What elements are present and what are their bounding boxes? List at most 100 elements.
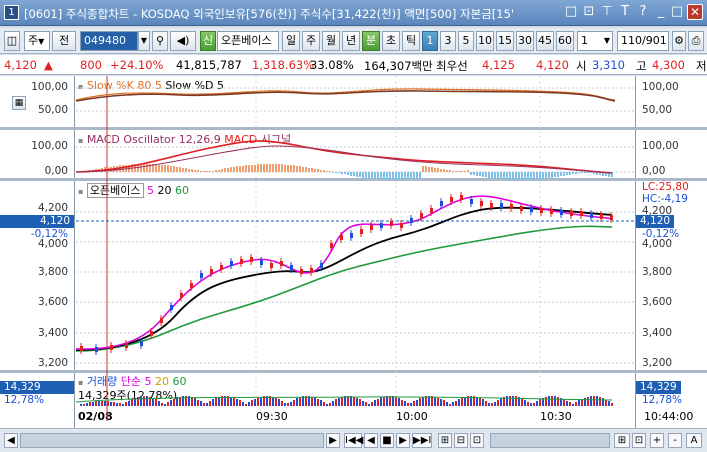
volume-bar [545, 397, 547, 406]
pin-icon[interactable]: ⊤ [601, 4, 613, 19]
price-ytick-right-4200: 4,200 [642, 205, 673, 217]
print-icon[interactable]: ⎙ [688, 31, 704, 51]
macd-osc-bar [452, 171, 454, 172]
grid-icon[interactable]: ⊡ [632, 433, 646, 448]
code-dropdown-icon[interactable]: ▼ [138, 31, 150, 51]
volume-bar [161, 403, 163, 406]
volume-bar [437, 398, 439, 406]
interval-3-button[interactable]: 3 [440, 31, 456, 51]
settings-icon[interactable]: ⚙ [672, 31, 686, 51]
candle-body [450, 197, 453, 202]
volume-bar [407, 403, 409, 406]
pane-divider[interactable] [0, 178, 707, 181]
sound-icon[interactable]: ◀) [170, 31, 196, 51]
macd-osc-bar [377, 172, 379, 179]
volume-bar [467, 396, 469, 406]
trading-amount: 164,307백만 [364, 59, 433, 73]
window-restore-icon[interactable]: ⊡ [583, 4, 595, 19]
minimize-icon[interactable]: _ [657, 4, 665, 19]
period-tick-button[interactable]: 틱 [402, 31, 420, 51]
volume-bar [611, 403, 613, 406]
candle-body [95, 347, 98, 352]
minus-icon[interactable]: - [668, 433, 682, 448]
volume-bar [200, 401, 202, 406]
change-percent: +24.10% [110, 58, 164, 72]
nav-last-icon[interactable]: ▶▶I [412, 433, 432, 448]
zoom-out-icon[interactable]: ⊟ [454, 433, 468, 448]
pane-divider[interactable] [0, 370, 707, 373]
macd-osc-bar [536, 172, 538, 179]
pane-divider[interactable] [0, 127, 707, 130]
signal-line [75, 145, 613, 174]
macd-osc-bar [227, 168, 229, 172]
volume-bar [134, 398, 136, 406]
period-type-select[interactable]: 주▼ [24, 31, 50, 51]
stop-icon[interactable]: ■ [380, 433, 394, 448]
price-ytick-right-3600: 3,600 [642, 296, 673, 308]
font-size-icon[interactable]: T [621, 4, 629, 19]
period-year-button[interactable]: 년 [342, 31, 360, 51]
period-day-button[interactable]: 일 [282, 31, 300, 51]
candle-body [390, 221, 393, 226]
interval-30-button[interactable]: 30 [516, 31, 534, 51]
interval-15-button[interactable]: 15 [496, 31, 514, 51]
chart-area[interactable]: ▦ 100,00 50,00 100,00 50,00 ▪ Slow %K 80… [0, 76, 707, 428]
macd-osc-bar [428, 167, 430, 172]
candle-body [330, 243, 333, 248]
macd-osc-bar [278, 164, 280, 172]
macd-osc-bar [563, 172, 565, 176]
volume-bar [551, 396, 553, 406]
zoom-in-icon[interactable]: ⊞ [438, 433, 452, 448]
pane-config-icon[interactable]: ▦ [12, 96, 26, 110]
period-minute-button[interactable]: 분 [362, 31, 380, 51]
volume-bar [440, 399, 442, 406]
volume-right-badge: 14,329 [636, 381, 681, 394]
macd-osc-bar [320, 170, 322, 172]
search-icon[interactable]: ⚲ [152, 31, 168, 51]
maximize-icon[interactable]: □ [670, 4, 684, 19]
macd-osc-bar [194, 170, 196, 172]
chart-type-icon[interactable]: ◫ [4, 31, 20, 51]
interval-10-button[interactable]: 10 [476, 31, 494, 51]
zoom-slider[interactable] [490, 433, 610, 448]
previous-button[interactable]: 전 [52, 31, 76, 51]
period-week-button[interactable]: 주 [302, 31, 320, 51]
low-label: 저 [696, 59, 707, 73]
interval-60-button[interactable]: 60 [556, 31, 574, 51]
horizontal-scrollbar[interactable] [20, 433, 324, 448]
interval-5-button[interactable]: 5 [458, 31, 474, 51]
nav-first-icon[interactable]: I◀◀ [344, 433, 364, 448]
price-ytick-left-3200: 3,200 [37, 357, 68, 369]
window-layout-icon[interactable]: □ [564, 4, 578, 19]
interval-1-button[interactable]: 1 [422, 31, 438, 51]
volume-bar [137, 397, 139, 406]
volume-bar [275, 398, 277, 406]
macd-osc-bar [260, 164, 262, 172]
macd-osc-bar [530, 172, 532, 180]
volume-bar [377, 399, 379, 406]
current-price-left-badge: 4,120 [0, 215, 74, 228]
help-icon[interactable]: ? [639, 4, 647, 19]
volume-bar [404, 401, 406, 406]
macd-osc-bar [164, 165, 166, 172]
plus-icon[interactable]: + [650, 433, 664, 448]
period-month-button[interactable]: 월 [322, 31, 340, 51]
close-icon[interactable]: ✕ [687, 4, 703, 20]
stock-code-input[interactable]: 049480 [80, 31, 138, 51]
nav-next-icon[interactable]: ▶ [396, 433, 410, 448]
macd-osc-bar [578, 172, 580, 173]
nav-prev-icon[interactable]: ◀ [364, 433, 378, 448]
candle-body [400, 223, 403, 228]
auto-scale-icon[interactable]: A [686, 433, 702, 448]
macd-osc-bar [392, 172, 394, 180]
fit-icon[interactable]: ⊡ [470, 433, 484, 448]
volume-legend: ▪ 거래량 단순 5 20 60 [78, 375, 187, 388]
nav-right-icon[interactable]: ▶ [326, 433, 340, 448]
period-second-button[interactable]: 초 [382, 31, 400, 51]
macd-osc-bar [140, 164, 142, 172]
nav-left-icon[interactable]: ◀ [4, 433, 18, 448]
count-select[interactable]: 1 ▼ [577, 31, 613, 51]
macd-osc-bar [467, 170, 469, 172]
layout-icon[interactable]: ⊞ [614, 433, 630, 448]
interval-45-button[interactable]: 45 [536, 31, 554, 51]
